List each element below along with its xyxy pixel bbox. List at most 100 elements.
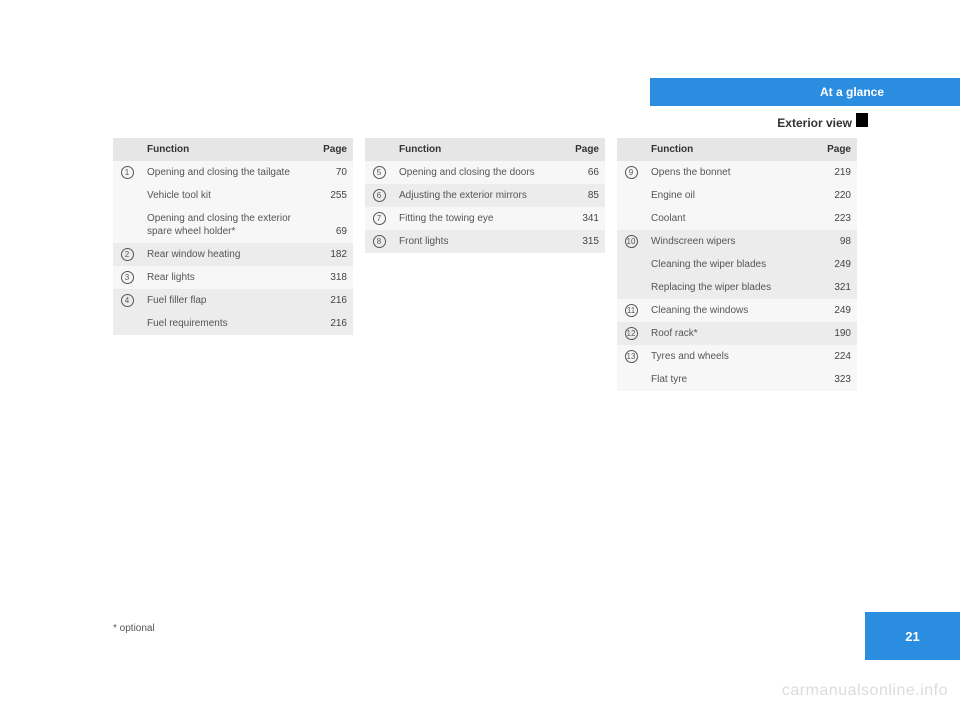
function-cell: Fuel filler flap — [141, 289, 311, 312]
row-number-cell: 13 — [617, 345, 645, 368]
section-subtitle: Exterior view — [777, 116, 852, 130]
row-number-cell: 7 — [365, 207, 393, 230]
function-cell: Replacing the wiper blades — [645, 276, 815, 299]
number-circle-icon: 9 — [625, 166, 638, 179]
row-number-cell: 1 — [113, 161, 141, 184]
number-circle-icon: 12 — [625, 327, 638, 340]
number-circle-icon: 6 — [373, 189, 386, 202]
row-number-cell — [617, 276, 645, 299]
table-row: 2 Rear window heating182 — [113, 243, 353, 266]
page-cell: 224 — [815, 345, 857, 368]
table-row: 3 Rear lights318 — [113, 266, 353, 289]
page-cell: 341 — [563, 207, 605, 230]
table-row: Coolant223 — [617, 207, 857, 230]
number-circle-icon: 10 — [625, 235, 638, 248]
table-row: Engine oil220 — [617, 184, 857, 207]
function-table-3: Function Page 9Opens the bonnet219Engine… — [617, 138, 857, 391]
function-cell: Front lights — [393, 230, 563, 253]
function-cell: Adjusting the exterior mirrors — [393, 184, 563, 207]
table-row: Replacing the wiper blades321 — [617, 276, 857, 299]
row-number-cell: 12 — [617, 322, 645, 345]
row-number-cell — [617, 207, 645, 230]
page-cell: 219 — [815, 161, 857, 184]
row-number-cell — [113, 184, 141, 207]
function-cell: Rear window heating — [141, 243, 311, 266]
column-1: Function Page 1 Opening and closing the t… — [113, 138, 353, 391]
col-header-page: Page — [815, 138, 857, 161]
function-cell: Opening and closing the tailgate — [141, 161, 311, 184]
function-cell: Opens the bonnet — [645, 161, 815, 184]
function-cell: Cleaning the windows — [645, 299, 815, 322]
column-3: Function Page 9Opens the bonnet219Engine… — [617, 138, 857, 391]
page-cell: 69 — [311, 207, 353, 243]
col-header-blank — [113, 138, 141, 161]
table-row: 11Cleaning the windows249 — [617, 299, 857, 322]
row-number-cell: 5 — [365, 161, 393, 184]
row-number-cell: 8 — [365, 230, 393, 253]
number-circle-icon: 2 — [121, 248, 134, 261]
page-cell: 223 — [815, 207, 857, 230]
number-circle-icon: 7 — [373, 212, 386, 225]
table-row: 12 Roof rack*190 — [617, 322, 857, 345]
row-number-cell: 10 — [617, 230, 645, 253]
function-table-2: Function Page 5Opening and closing the d… — [365, 138, 605, 253]
page-cell: 249 — [815, 299, 857, 322]
subtitle-marker — [856, 113, 868, 127]
page-cell: 249 — [815, 253, 857, 276]
tbody-1: 1Opening and closing the tailgate70Vehic… — [113, 161, 353, 335]
function-cell: Windscreen wipers — [645, 230, 815, 253]
table-row: 5Opening and closing the doors66 — [365, 161, 605, 184]
table-row: 6 Adjusting the exterior mirrors85 — [365, 184, 605, 207]
function-cell: Roof rack* — [645, 322, 815, 345]
page-cell: 190 — [815, 322, 857, 345]
page-cell: 216 — [311, 289, 353, 312]
table-row: Cleaning the wiper blades249 — [617, 253, 857, 276]
number-circle-icon: 4 — [121, 294, 134, 307]
table-row: 8Front lights315 — [365, 230, 605, 253]
function-cell: Tyres and wheels — [645, 345, 815, 368]
function-table-1: Function Page 1 Opening and closing the t… — [113, 138, 353, 335]
tbody-3: 9 Opens the bonnet219Engine oil220Coolant… — [617, 161, 857, 391]
table-row: 9 Opens the bonnet219 — [617, 161, 857, 184]
col-header-blank — [365, 138, 393, 161]
number-circle-icon: 8 — [373, 235, 386, 248]
page-cell: 220 — [815, 184, 857, 207]
header-bar: At a glance — [650, 78, 960, 106]
row-number-cell: 3 — [113, 266, 141, 289]
function-cell: Engine oil — [645, 184, 815, 207]
function-cell: Opening and closing the exterior spare w… — [141, 207, 311, 243]
row-number-cell — [617, 368, 645, 391]
col-header-function: Function — [141, 138, 311, 161]
col-header-page: Page — [563, 138, 605, 161]
row-number-cell — [617, 184, 645, 207]
function-cell: Fuel requirements — [141, 312, 311, 335]
row-number-cell: 11 — [617, 299, 645, 322]
function-cell: Vehicle tool kit — [141, 184, 311, 207]
table-row: 10 Windscreen wipers98 — [617, 230, 857, 253]
page-cell: 216 — [311, 312, 353, 335]
page-cell: 182 — [311, 243, 353, 266]
number-circle-icon: 3 — [121, 271, 134, 284]
page-cell: 66 — [563, 161, 605, 184]
column-2: Function Page 5Opening and closing the d… — [365, 138, 605, 391]
row-number-cell — [617, 253, 645, 276]
col-header-blank — [617, 138, 645, 161]
number-circle-icon: 1 — [121, 166, 134, 179]
page-cell: 323 — [815, 368, 857, 391]
table-row: Opening and closing the exterior spare w… — [113, 207, 353, 243]
table-row: 13Tyres and wheels224 — [617, 345, 857, 368]
col-header-page: Page — [311, 138, 353, 161]
table-row: Fuel requirements216 — [113, 312, 353, 335]
row-number-cell — [113, 312, 141, 335]
page-cell: 98 — [815, 230, 857, 253]
col-header-function: Function — [393, 138, 563, 161]
table-row: Flat tyre323 — [617, 368, 857, 391]
row-number-cell: 4 — [113, 289, 141, 312]
page-cell: 318 — [311, 266, 353, 289]
row-number-cell — [113, 207, 141, 243]
function-cell: Cleaning the wiper blades — [645, 253, 815, 276]
row-number-cell: 9 — [617, 161, 645, 184]
page-number-box: 21 — [865, 612, 960, 660]
function-cell: Rear lights — [141, 266, 311, 289]
page-cell: 85 — [563, 184, 605, 207]
